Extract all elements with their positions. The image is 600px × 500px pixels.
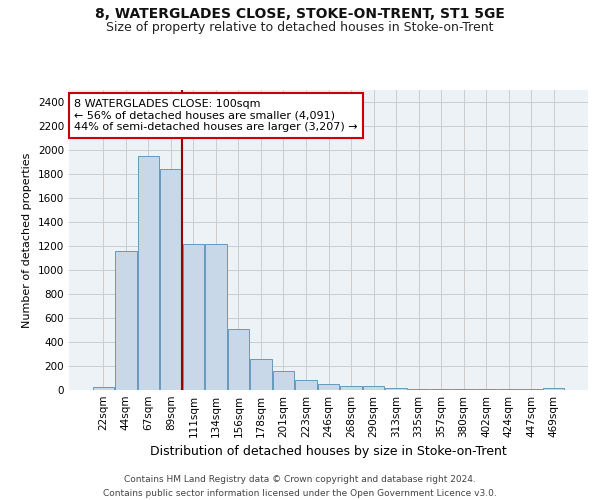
Bar <box>228 329 249 390</box>
Bar <box>182 244 204 390</box>
Bar <box>385 388 407 390</box>
Text: 8 WATERGLADES CLOSE: 100sqm
← 56% of detached houses are smaller (4,091)
44% of : 8 WATERGLADES CLOSE: 100sqm ← 56% of det… <box>74 99 358 132</box>
Bar <box>408 389 429 390</box>
Bar <box>273 372 294 390</box>
Bar <box>543 388 565 390</box>
Bar <box>160 169 182 390</box>
Bar <box>115 252 137 390</box>
Bar <box>340 386 362 390</box>
Text: Contains HM Land Registry data © Crown copyright and database right 2024.
Contai: Contains HM Land Registry data © Crown c… <box>103 476 497 498</box>
Bar <box>318 384 339 390</box>
Bar <box>430 389 452 390</box>
Bar <box>295 380 317 390</box>
Bar <box>137 156 159 390</box>
Text: Size of property relative to detached houses in Stoke-on-Trent: Size of property relative to detached ho… <box>106 21 494 34</box>
Text: 8, WATERGLADES CLOSE, STOKE-ON-TRENT, ST1 5GE: 8, WATERGLADES CLOSE, STOKE-ON-TRENT, ST… <box>95 8 505 22</box>
Bar <box>363 386 384 390</box>
Bar <box>92 387 114 390</box>
Bar <box>205 244 227 390</box>
Y-axis label: Number of detached properties: Number of detached properties <box>22 152 32 328</box>
Bar <box>250 359 272 390</box>
X-axis label: Distribution of detached houses by size in Stoke-on-Trent: Distribution of detached houses by size … <box>150 446 507 458</box>
